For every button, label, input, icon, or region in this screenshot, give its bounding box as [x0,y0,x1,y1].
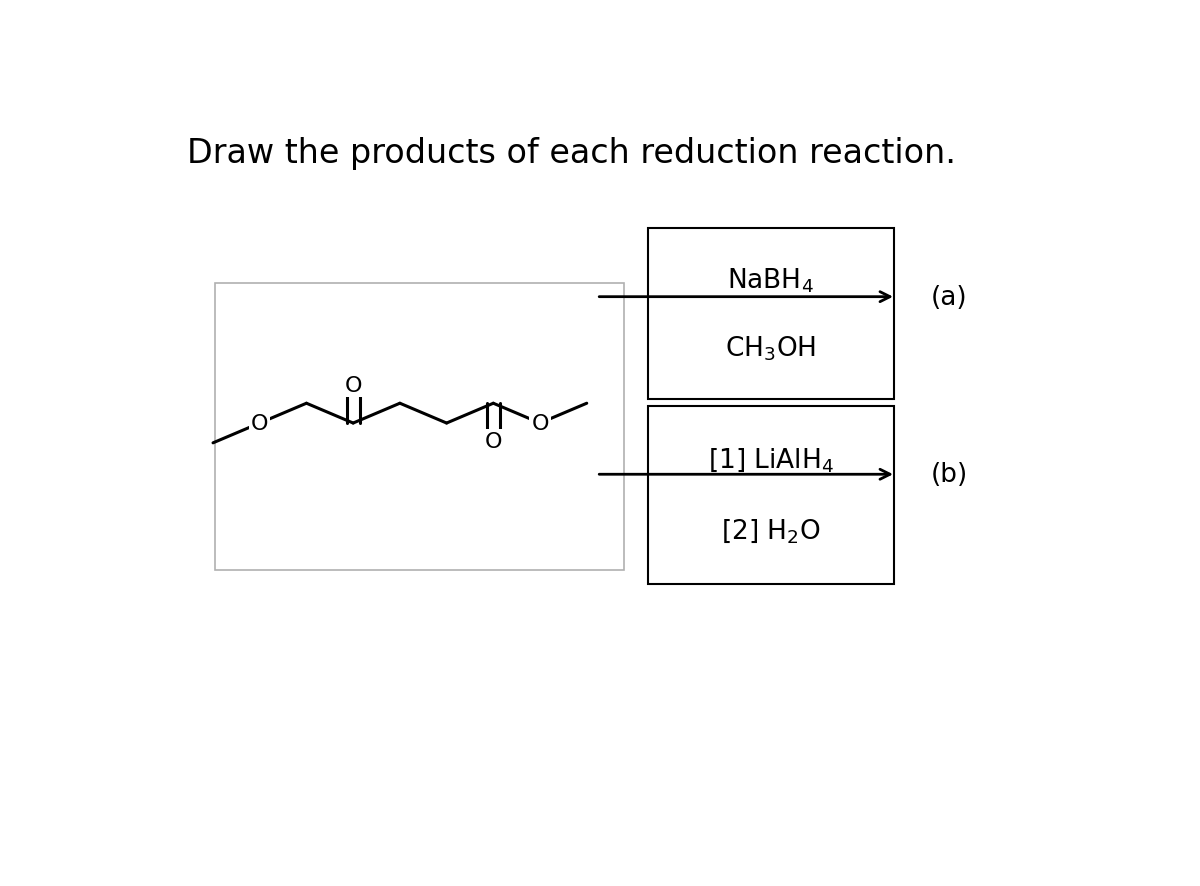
Text: CH$_3$OH: CH$_3$OH [725,334,816,362]
Bar [648,407,894,584]
Bar [648,229,894,400]
Text: (a): (a) [931,284,968,310]
Text: O: O [532,414,548,433]
Text: O: O [344,376,362,396]
Text: O: O [251,414,269,433]
Text: NaBH$_4$: NaBH$_4$ [727,266,814,294]
Text: (b): (b) [931,462,968,487]
Text: [1] LiAlH$_4$: [1] LiAlH$_4$ [708,446,834,474]
Text: O: O [485,431,502,451]
Bar [215,284,624,571]
Text: Draw the products of each reduction reaction.: Draw the products of each reduction reac… [187,137,956,170]
Text: [2] H$_2$O: [2] H$_2$O [721,517,821,545]
